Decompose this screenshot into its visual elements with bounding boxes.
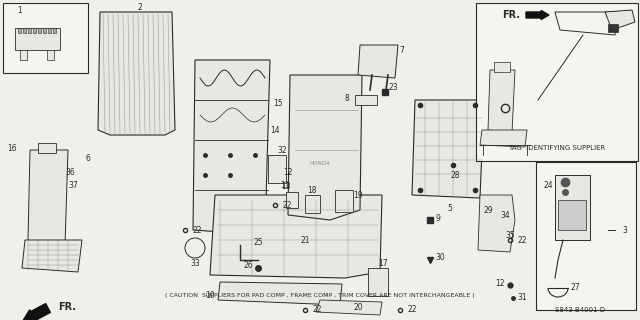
Text: 12: 12 (284, 167, 292, 177)
Text: 5: 5 (447, 204, 452, 212)
Text: HONDA: HONDA (310, 161, 330, 166)
Bar (355, 95, 377, 105)
Bar (335, 190, 353, 212)
Bar (3, 3, 88, 73)
Bar (47, 50, 54, 60)
Text: 12: 12 (495, 278, 505, 287)
Polygon shape (288, 75, 362, 220)
Text: 36: 36 (65, 167, 75, 177)
Bar (368, 268, 388, 296)
Bar (33, 28, 36, 33)
Text: 15: 15 (273, 99, 283, 108)
Text: 9: 9 (436, 213, 440, 222)
Text: 22: 22 (282, 201, 292, 210)
FancyArrow shape (22, 304, 51, 320)
Text: 14: 14 (270, 125, 280, 134)
Text: 10: 10 (205, 291, 215, 300)
Polygon shape (210, 195, 382, 278)
Bar (23, 28, 26, 33)
Text: 22: 22 (517, 236, 527, 244)
Text: 31: 31 (517, 292, 527, 301)
Text: TAG  IDENTIFYING SUPPLIER: TAG IDENTIFYING SUPPLIER (508, 145, 605, 151)
Text: 22: 22 (407, 306, 417, 315)
Bar (15, 28, 60, 50)
Bar (43, 28, 46, 33)
Text: 35: 35 (505, 230, 515, 239)
Bar (305, 195, 320, 213)
Text: 23: 23 (388, 83, 398, 92)
Bar (494, 62, 510, 72)
FancyArrow shape (526, 11, 549, 20)
Bar (18, 28, 21, 33)
Text: 27: 27 (570, 284, 580, 292)
Text: 33: 33 (190, 260, 200, 268)
Bar (53, 28, 56, 33)
Bar (48, 28, 51, 33)
Text: 8: 8 (344, 93, 349, 102)
Bar (268, 155, 286, 183)
Bar (38, 28, 41, 33)
Polygon shape (480, 130, 527, 147)
Text: 7: 7 (399, 45, 404, 54)
Bar (286, 192, 298, 208)
Polygon shape (488, 70, 515, 133)
Text: 11: 11 (280, 180, 290, 189)
Text: FR.: FR. (58, 302, 76, 312)
Text: 25: 25 (253, 237, 263, 246)
Text: 24: 24 (543, 180, 553, 189)
Text: 30: 30 (435, 253, 445, 262)
Text: 37: 37 (68, 180, 78, 189)
Text: 13: 13 (281, 181, 291, 190)
Text: 22: 22 (312, 306, 322, 315)
Bar (20, 50, 27, 60)
Text: 19: 19 (353, 190, 363, 199)
Polygon shape (22, 240, 82, 272)
Bar (555, 175, 590, 240)
Text: 2: 2 (138, 3, 142, 12)
Polygon shape (98, 12, 175, 135)
Text: 16: 16 (7, 143, 17, 153)
Polygon shape (28, 150, 68, 248)
Polygon shape (316, 300, 382, 315)
Bar (608, 24, 618, 32)
Text: 29: 29 (483, 205, 493, 214)
Text: 21: 21 (300, 236, 310, 244)
Text: 6: 6 (86, 154, 90, 163)
Text: FR.: FR. (502, 10, 520, 20)
Text: S843-B4001 D: S843-B4001 D (555, 307, 605, 313)
Polygon shape (605, 10, 635, 30)
Polygon shape (412, 100, 484, 198)
Text: 22: 22 (192, 226, 202, 235)
Text: ( CAUTION  SUPPLIERS FOR PAD COMP , FRAME COMP , TRIM COVER ARE NOT INTERCHANGEA: ( CAUTION SUPPLIERS FOR PAD COMP , FRAME… (165, 292, 475, 298)
Bar (476, 3, 638, 161)
Text: 28: 28 (451, 171, 460, 180)
Bar (38, 143, 56, 153)
Polygon shape (218, 282, 342, 305)
Bar (536, 162, 636, 310)
Text: 26: 26 (243, 260, 253, 269)
Bar (28, 28, 31, 33)
Text: 3: 3 (623, 226, 627, 235)
Polygon shape (193, 60, 270, 235)
Text: 20: 20 (353, 303, 363, 313)
Text: 17: 17 (378, 259, 388, 268)
Text: 1: 1 (18, 5, 22, 14)
Polygon shape (358, 45, 398, 78)
Text: 32: 32 (277, 146, 287, 155)
Bar (558, 200, 586, 230)
Text: 34: 34 (500, 211, 510, 220)
Polygon shape (478, 195, 515, 252)
Text: 18: 18 (307, 186, 317, 195)
